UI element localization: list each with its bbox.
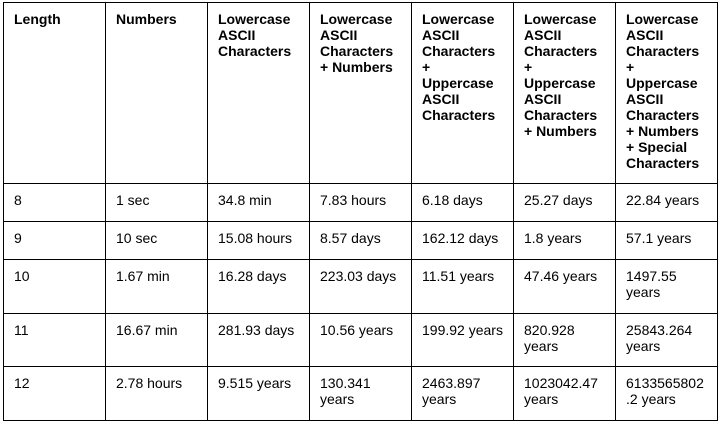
table-row: 9 10 sec 15.08 hours 8.57 days 162.12 da… [3,221,718,260]
table-cell: 223.03 days [309,259,412,314]
table-container: Length Numbers Lowercase ASCII Character… [3,2,718,421]
table-cell: 1.67 min [105,259,208,314]
table-cell: 8 [3,183,106,222]
table-cell: 9.515 years [207,366,310,421]
table-cell: 10 [3,259,106,314]
table-cell: 47.46 years [513,259,616,314]
table-cell: 162.12 days [411,221,514,260]
table-row: 11 16.67 min 281.93 days 10.56 years 199… [3,313,718,367]
column-header-lowercase-uppercase-numbers: Lowercase ASCII Characters + Uppercase A… [513,2,616,184]
table-cell: 16.67 min [105,313,208,367]
table-cell: 820.928 years [513,313,616,367]
table-cell: 2463.897 years [411,366,514,421]
table-row: 8 1 sec 34.8 min 7.83 hours 6.18 days 25… [3,183,718,222]
table-row: 12 2.78 hours 9.515 years 130.341 years … [3,366,718,421]
table-cell: 1023042.47 years [513,366,616,421]
table-cell: 6133565802.2 years [615,366,718,421]
table-cell: 34.8 min [207,183,310,222]
table-cell: 8.57 days [309,221,412,260]
table-cell: 1.8 years [513,221,616,260]
table-cell: 25843.264 years [615,313,718,367]
table-cell: 15.08 hours [207,221,310,260]
table-cell: 1 sec [105,183,208,222]
table-cell: 9 [3,221,106,260]
table-cell: 12 [3,366,106,421]
table-header-row: Length Numbers Lowercase ASCII Character… [3,2,718,184]
table-cell: 6.18 days [411,183,514,222]
password-crack-time-table: Length Numbers Lowercase ASCII Character… [3,2,718,421]
column-header-lowercase: Lowercase ASCII Characters [207,2,310,184]
table-row: 10 1.67 min 16.28 days 223.03 days 11.51… [3,259,718,314]
table-cell: 25.27 days [513,183,616,222]
column-header-lowercase-uppercase: Lowercase ASCII Characters + Uppercase A… [411,2,514,184]
table-cell: 57.1 years [615,221,718,260]
table-cell: 281.93 days [207,313,310,367]
table-cell: 130.341 years [309,366,412,421]
table-cell: 22.84 years [615,183,718,222]
table-cell: 1497.55 years [615,259,718,314]
table-cell: 10.56 years [309,313,412,367]
table-cell: 2.78 hours [105,366,208,421]
column-header-lowercase-numbers: Lowercase ASCII Characters + Numbers [309,2,412,184]
table-cell: 11.51 years [411,259,514,314]
table-cell: 199.92 years [411,313,514,367]
table-cell: 16.28 days [207,259,310,314]
column-header-all-characters: Lowercase ASCII Characters + Uppercase A… [615,2,718,184]
column-header-numbers: Numbers [105,2,208,184]
column-header-length: Length [3,2,106,184]
table-cell: 11 [3,313,106,367]
table-cell: 10 sec [105,221,208,260]
table-cell: 7.83 hours [309,183,412,222]
